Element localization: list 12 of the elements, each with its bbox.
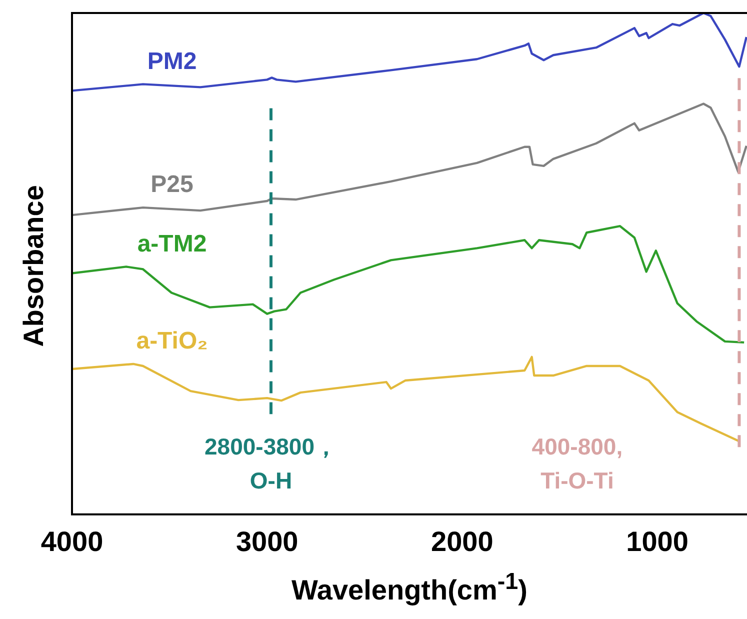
x-tick-label: 4000 — [40, 526, 104, 557]
series-label: P25 — [150, 171, 194, 198]
x-axis-title: Wavelength(cm$^{-1}$) — [290, 568, 528, 606]
ref-line-label: 400-800, Ti-O-Ti — [532, 433, 623, 494]
series-label: a-TiO₂ — [136, 328, 208, 355]
ref-line-label: 2800-3800， O-H — [204, 433, 338, 494]
y-axis-title: Absorbance — [18, 185, 50, 347]
x-tick-label: 3000 — [236, 526, 298, 557]
series-label: PM2 — [147, 48, 197, 75]
x-tick-label: 1000 — [626, 526, 688, 557]
x-tick-label: 2000 — [431, 526, 494, 557]
series-label: a-TM2 — [137, 230, 207, 258]
